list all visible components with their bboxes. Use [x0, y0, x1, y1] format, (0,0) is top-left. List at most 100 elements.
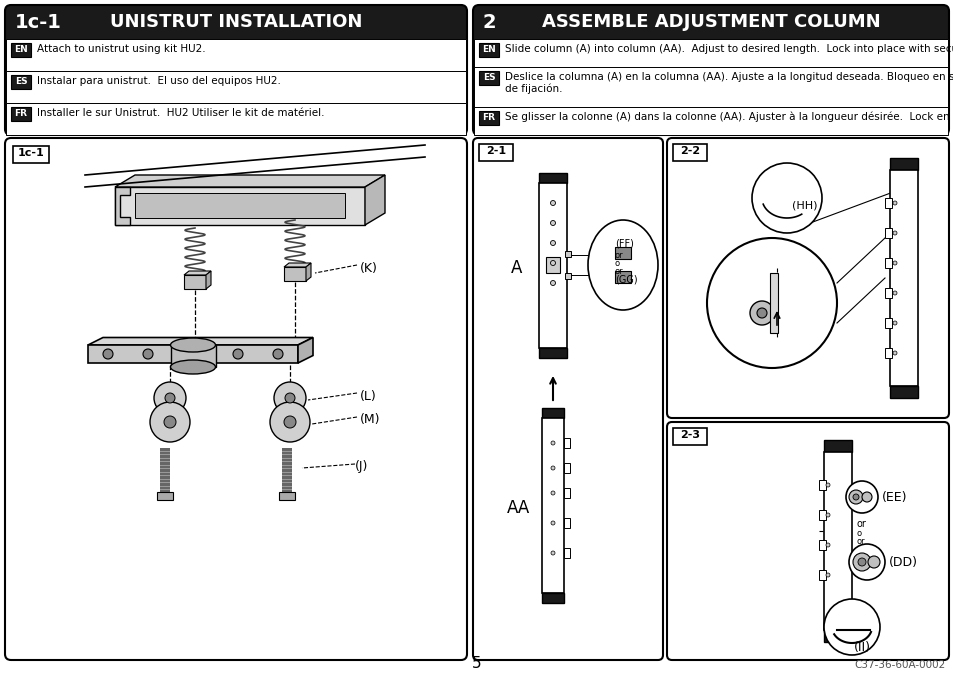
Bar [160, 475, 170, 476]
FancyBboxPatch shape [473, 138, 662, 660]
Bar [564, 251, 571, 257]
Circle shape [892, 351, 896, 355]
Text: (FF): (FF) [615, 239, 633, 249]
Circle shape [550, 221, 555, 225]
Bar [563, 438, 569, 448]
Circle shape [165, 393, 174, 403]
Ellipse shape [587, 220, 658, 310]
Ellipse shape [171, 338, 215, 352]
Text: 1c-1: 1c-1 [17, 148, 45, 158]
FancyBboxPatch shape [666, 422, 948, 660]
Text: Attach to unistrut using kit HU2.: Attach to unistrut using kit HU2. [37, 44, 206, 54]
Bar [6, 71, 465, 103]
Polygon shape [115, 187, 365, 225]
Circle shape [857, 558, 865, 566]
Text: AA: AA [506, 499, 530, 517]
Polygon shape [297, 338, 313, 363]
Text: EN: EN [481, 45, 496, 54]
Circle shape [551, 466, 555, 470]
Bar [884, 288, 891, 298]
Bar [563, 548, 569, 558]
Circle shape [551, 551, 555, 555]
FancyBboxPatch shape [5, 5, 467, 135]
Bar [160, 455, 170, 458]
Bar [538, 348, 566, 358]
Bar [282, 485, 292, 487]
Polygon shape [88, 338, 313, 345]
Text: ES: ES [14, 77, 28, 86]
Bar [563, 518, 569, 528]
Circle shape [757, 308, 766, 318]
Bar [160, 461, 170, 462]
Bar [13, 146, 49, 163]
Bar [672, 428, 706, 445]
Text: Slide column (A) into column (AA).  Adjust to desired length.  Lock into place w: Slide column (A) into column (AA). Adjus… [504, 44, 953, 54]
Bar [615, 271, 630, 283]
Bar [541, 408, 563, 418]
Text: Installer le sur Unistrut.  HU2 Utiliser le kit de matériel.: Installer le sur Unistrut. HU2 Utiliser … [37, 108, 324, 118]
Bar [160, 454, 170, 455]
Circle shape [892, 321, 896, 325]
Bar [282, 490, 292, 493]
Bar [160, 462, 170, 464]
Bar [282, 487, 292, 489]
Circle shape [845, 481, 877, 513]
Text: FR: FR [14, 109, 28, 118]
Bar [282, 472, 292, 475]
Ellipse shape [171, 360, 215, 374]
Circle shape [143, 349, 152, 359]
Circle shape [270, 402, 310, 442]
Bar [282, 469, 292, 472]
Text: A: A [511, 259, 522, 277]
Circle shape [233, 349, 243, 359]
Bar [282, 468, 292, 469]
Bar [160, 489, 170, 490]
Text: (DD): (DD) [888, 556, 917, 569]
Circle shape [825, 513, 829, 517]
Bar [541, 418, 563, 593]
Polygon shape [365, 175, 385, 225]
Text: (J): (J) [355, 460, 368, 473]
Polygon shape [184, 271, 211, 275]
Text: 2-2: 2-2 [679, 146, 700, 156]
Bar [884, 258, 891, 268]
Bar [11, 43, 30, 57]
Bar [474, 67, 947, 107]
Text: UNISTRUT INSTALLATION: UNISTRUT INSTALLATION [110, 13, 362, 31]
FancyBboxPatch shape [473, 5, 948, 135]
Bar [282, 458, 292, 461]
Bar [160, 472, 170, 475]
Text: (GG): (GG) [615, 275, 637, 285]
Bar [672, 144, 706, 161]
Bar [11, 75, 30, 89]
Text: (K): (K) [359, 262, 377, 275]
Bar [282, 476, 292, 479]
Circle shape [852, 553, 870, 571]
Text: (M): (M) [359, 413, 380, 426]
Bar [160, 483, 170, 485]
Bar [160, 466, 170, 468]
Circle shape [867, 556, 879, 568]
Circle shape [150, 402, 190, 442]
Circle shape [892, 261, 896, 265]
Bar [160, 476, 170, 479]
Text: C37-36-60A-0002: C37-36-60A-0002 [854, 660, 945, 670]
Bar [823, 630, 851, 642]
Bar [541, 593, 563, 603]
Bar [563, 488, 569, 498]
Bar [160, 490, 170, 493]
Circle shape [551, 491, 555, 495]
Bar [889, 158, 917, 170]
Bar [282, 489, 292, 490]
Bar [6, 103, 465, 135]
Text: Instalar para unistrut.  El uso del equipos HU2.: Instalar para unistrut. El uso del equip… [37, 76, 280, 86]
Bar [282, 482, 292, 483]
Bar [884, 198, 891, 208]
Bar [563, 463, 569, 473]
Text: o: o [856, 529, 862, 538]
Text: 1c-1: 1c-1 [15, 13, 62, 32]
Circle shape [892, 231, 896, 235]
Circle shape [852, 494, 858, 500]
Bar [818, 510, 825, 520]
Circle shape [550, 240, 555, 246]
